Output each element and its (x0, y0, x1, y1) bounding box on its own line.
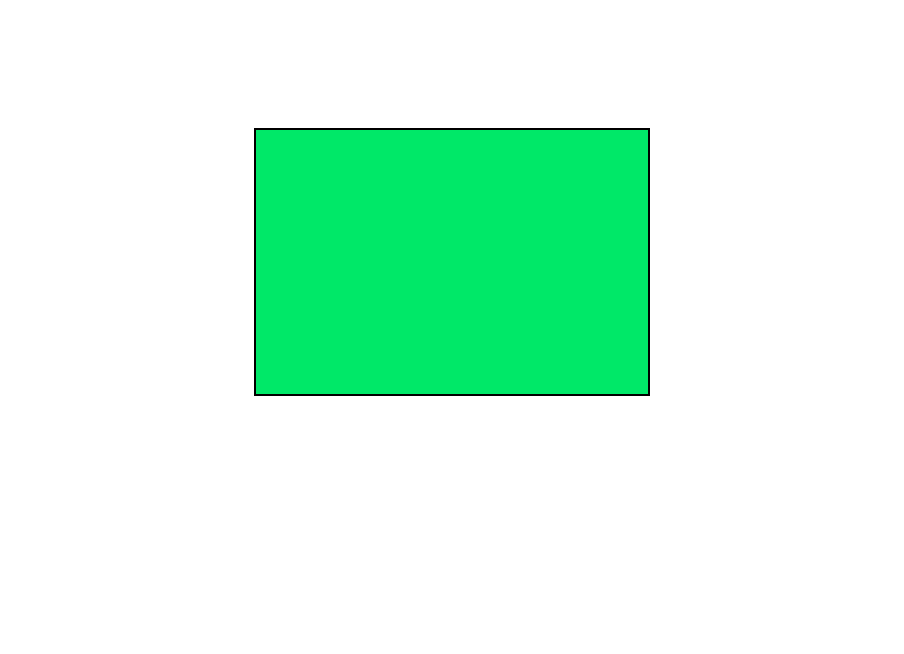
contour-field-canvas (256, 130, 648, 394)
colorbar (660, 162, 684, 402)
